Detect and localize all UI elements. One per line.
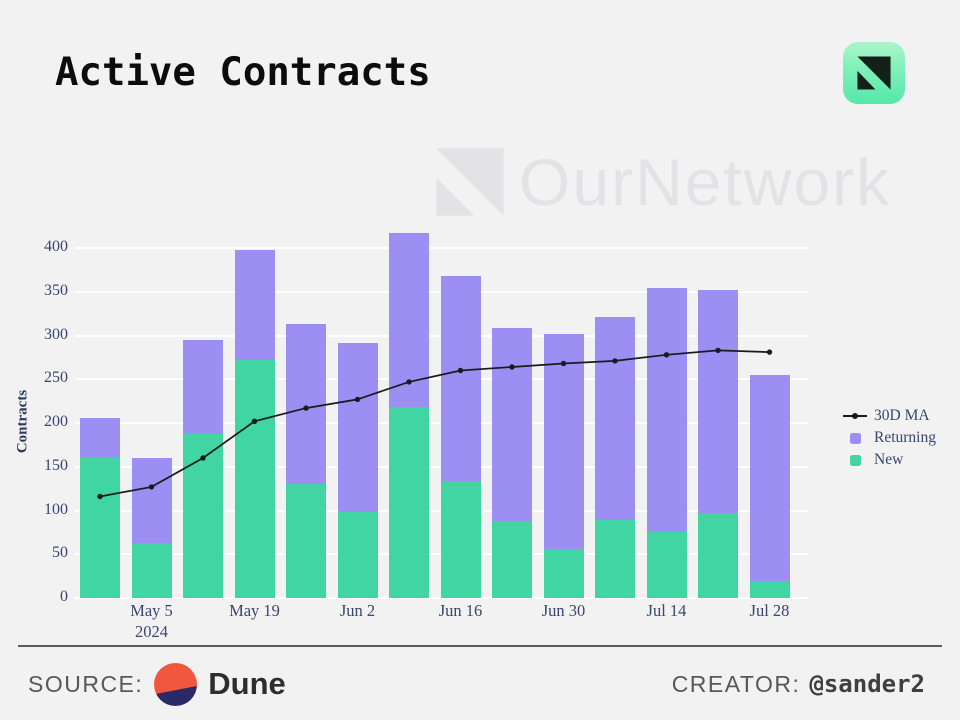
bar-segment-returning [234,249,275,360]
x-tick-label: Jul 14 [646,601,687,620]
x-tick-label: Jun 2 [339,601,376,620]
bar-segment-returning [749,374,790,581]
legend-item: New [843,449,936,471]
legend-swatch-icon [850,454,861,466]
bar-segment-returning [286,324,326,485]
bar-segment-returning [492,327,532,521]
legend-label: New [874,451,904,468]
bar-segment-new [698,513,738,598]
legend-label: Returning [874,429,936,446]
source-label: SOURCE: [28,670,144,697]
ma-point [766,349,773,355]
bar-segment-returning [80,417,120,458]
legend-dot-icon [852,413,858,419]
footer-divider [18,645,942,647]
ournetwork-logo-icon [843,42,905,104]
bar-segment-returning [646,288,687,531]
y-tick-label: 50 [52,544,68,562]
watermark: OurNetwork [435,147,891,217]
bar-segment-returning [440,276,481,481]
x-tick-label: Jul 28 [749,601,790,620]
y-tick-label: 400 [44,238,68,255]
y-tick-label: 0 [60,588,68,605]
bar-segment-new [440,480,481,598]
source: SOURCE: Dune [28,659,286,709]
bar-segment-new [131,542,172,598]
page-title: Active Contracts [55,50,431,95]
bar-segment-returning [698,290,738,514]
bar-segment-returning [543,333,584,549]
bar-segment-new [286,484,326,598]
x-tick-label: Jun 30 [541,601,586,620]
gridline [75,597,808,599]
y-tick-label: 350 [44,281,68,299]
y-tick-label: 100 [44,500,68,518]
x-tick-label: May 5 2024 [130,601,173,641]
legend-label: 30D MA [874,407,930,424]
creator-label: CREATOR: [671,670,801,697]
bar-segment-returning [389,233,429,408]
bar-segment-new [749,580,790,598]
gridline [75,247,808,249]
ournetwork-mark-icon [857,56,891,90]
bar-segment-new [543,549,584,598]
y-axis-label: Contracts [14,389,31,454]
creator-name: @sander2 [809,670,925,698]
bar-segment-returning [183,339,223,435]
bar-segment-new [492,521,532,598]
bar-segment-new [234,360,275,598]
creator: CREATOR: @sander2 [672,659,925,709]
legend-item: 30D MA [843,405,936,427]
bar-segment-new [646,530,687,598]
legend-swatch-icon [850,432,861,444]
watermark-text: OurNetwork [519,145,892,219]
legend: 30D MA Returning New [843,405,936,471]
bar-segment-returning [595,317,635,521]
legend-line-icon [843,413,867,419]
bar-segment-new [183,434,223,598]
y-tick-label: 300 [44,325,68,343]
ournetwork-watermark-icon [436,148,504,216]
source-name: Dune [208,666,286,701]
bar-segment-new [389,407,429,598]
y-tick-label: 200 [44,413,68,430]
bar-segment-returning [337,343,378,513]
x-tick-label: Jun 16 [438,601,483,620]
bar-segment-new [337,512,378,598]
bar-segment-new [80,458,120,598]
bar-segment-new [595,520,635,598]
dune-logo-icon [154,662,198,706]
y-tick-label: 150 [44,456,68,474]
bar-segment-returning [131,458,172,543]
legend-item: Returning [843,427,936,449]
x-tick-label: May 19 [229,601,280,620]
y-tick-label: 250 [44,369,68,387]
